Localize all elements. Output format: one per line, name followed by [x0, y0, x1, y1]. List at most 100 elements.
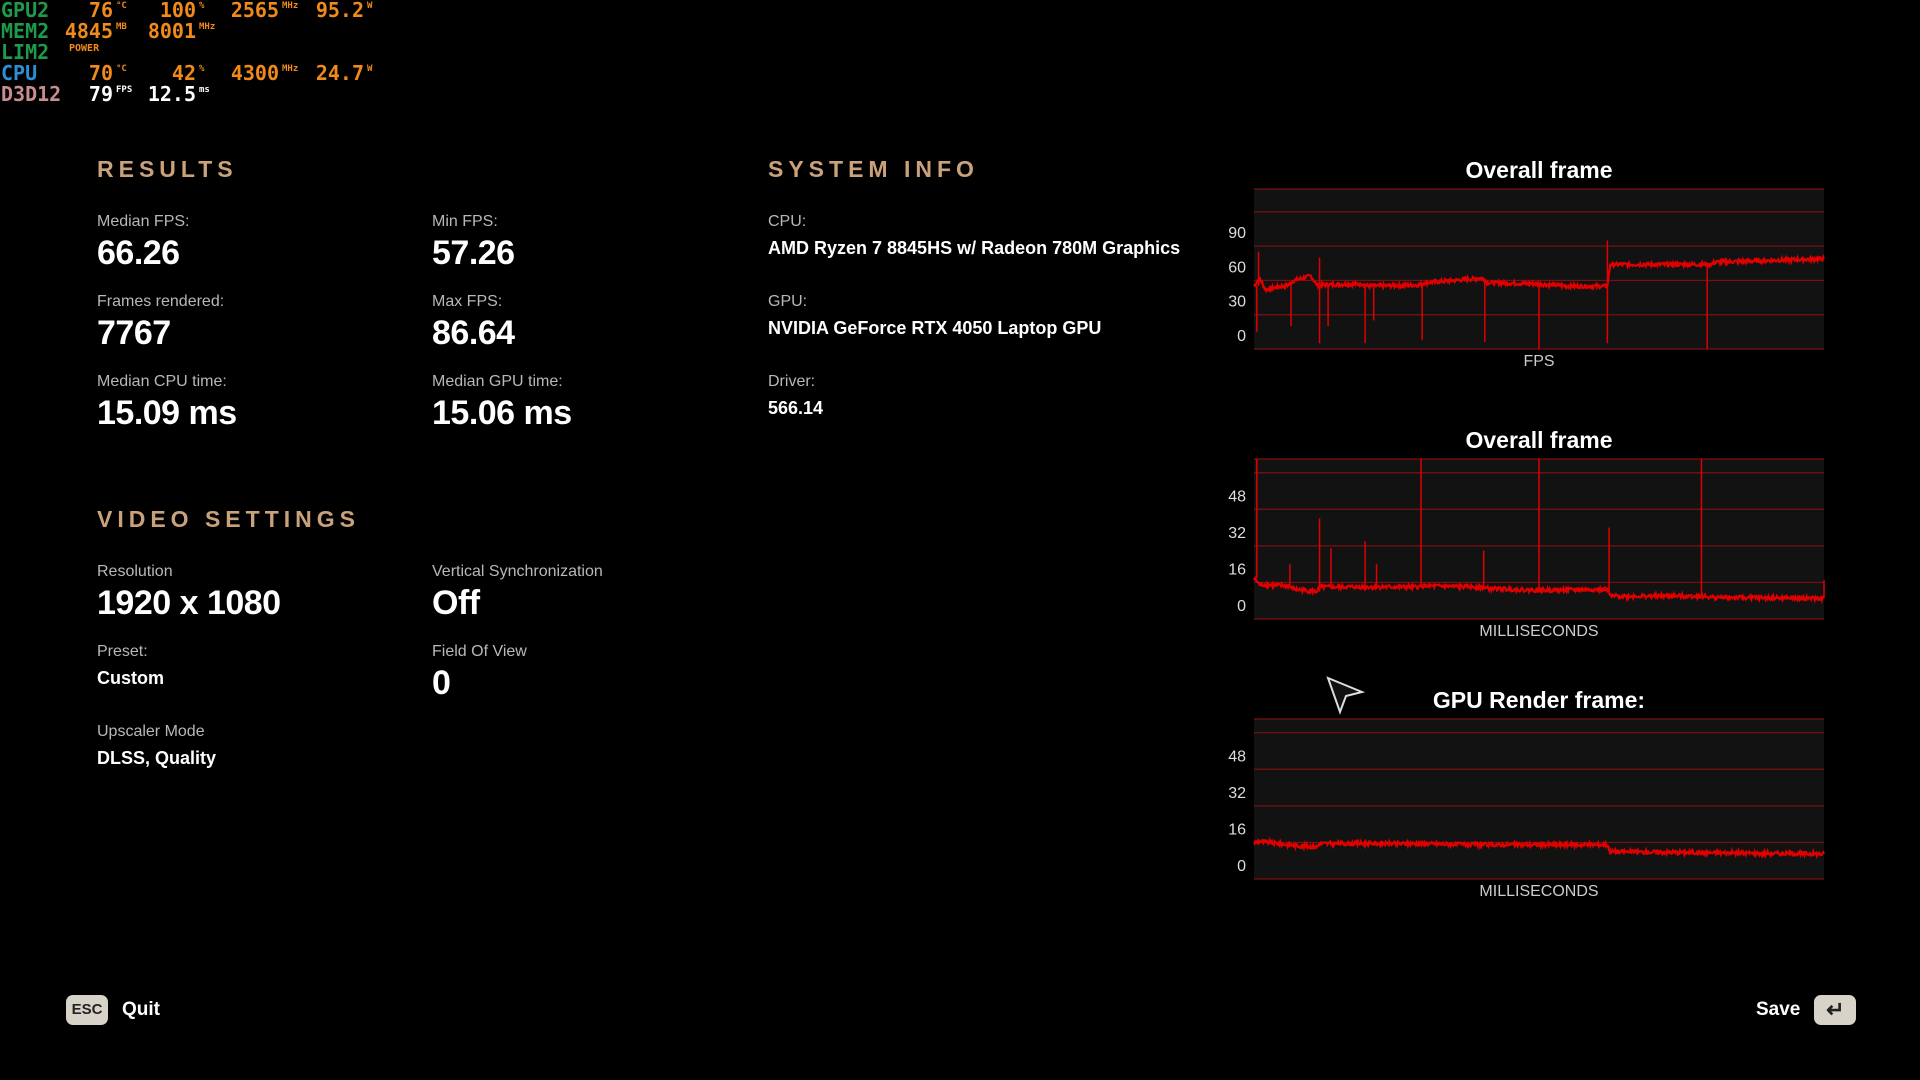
overlay-number: 24.7: [315, 61, 364, 85]
resolution-label: Resolution: [97, 563, 173, 580]
overlay-value: 76: [63, 0, 113, 21]
cpu-label: CPU:: [768, 213, 807, 230]
results-heading: RESULTS: [97, 156, 238, 182]
mouse-cursor-icon: [1326, 676, 1366, 715]
median-cpu-label: Median CPU time:: [97, 373, 227, 390]
overlay-row-label: D3D12: [1, 82, 62, 106]
overlay-number: 76: [88, 0, 113, 22]
overlay-number: POWER: [69, 43, 100, 54]
preset-value: Custom: [97, 668, 164, 688]
fov-value: 0: [432, 664, 451, 702]
median-fps-label: Median FPS:: [97, 213, 190, 230]
overlay-unit: W: [367, 64, 373, 74]
overlay-number: 12.5: [147, 82, 196, 106]
series-line: [1253, 575, 1826, 605]
overlay-number: 100: [159, 0, 196, 22]
preset-label: Preset:: [97, 643, 148, 660]
overlay-number: 70: [88, 61, 113, 85]
overlay-number: 4300: [230, 61, 279, 85]
frames-rendered-value: 7767: [97, 314, 171, 352]
video-settings-heading: VIDEO SETTINGS: [97, 506, 360, 532]
overlay-value: 70: [63, 63, 113, 84]
fps-chart: 0 30 60 90: [1228, 188, 1826, 350]
overlay-unit: °C: [116, 1, 127, 11]
median-fps-value: 66.26: [97, 234, 180, 272]
overlay-value: 2565: [229, 0, 279, 21]
y-tick-label: 60: [1228, 259, 1246, 276]
y-tick-label: 30: [1228, 294, 1246, 311]
overlay-value: 12.5: [146, 84, 196, 105]
gpu-label: GPU:: [768, 293, 808, 310]
overlay-row: D3D12 79 FPS 12.5 ms: [1, 84, 391, 105]
gpu-render-chart-title: GPU Render frame:: [1432, 687, 1646, 713]
y-tick-label: 48: [1228, 488, 1246, 505]
cpu-value: AMD Ryzen 7 8845HS w/ Radeon 780M Graphi…: [768, 238, 1181, 258]
overlay-value: 42: [146, 63, 196, 84]
y-tick-label: 16: [1228, 561, 1246, 578]
overlay-value: 79: [63, 84, 113, 105]
overlay-value: 4845: [63, 21, 113, 42]
overlay-value: POWER: [69, 42, 99, 56]
overlay-unit: ms: [199, 85, 210, 95]
overlay-unit: MHz: [282, 64, 299, 74]
overlay-number: 8001: [147, 19, 196, 43]
overlay-row: MEM2 4845 MB 8001 MHz: [1, 21, 391, 42]
overlay-number: 42: [171, 61, 196, 85]
overlay-row: CPU 70 °C 42% 4300 MHz 24.7 W: [1, 63, 391, 84]
overlay-unit: %: [199, 64, 205, 74]
median-gpu-value: 15.06 ms: [432, 394, 572, 432]
performance-overlay: GPU2 76 °C 100% 2565 MHz 95.2 W MEM2 4845 MB 8001 MH…: [1, 0, 391, 105]
fps-chart-xlabel: FPS: [1523, 353, 1555, 370]
gpu-render-chart: 0 16 32 48: [1228, 718, 1826, 880]
fps-chart-title: Overall frame: [1465, 157, 1613, 183]
overlay-value: 100: [146, 0, 196, 21]
frametime-chart-title: Overall frame: [1465, 427, 1613, 453]
y-tick-label: 16: [1228, 821, 1246, 838]
upscaler-label: Upscaler Mode: [97, 723, 205, 740]
y-tick-label: 48: [1228, 748, 1246, 765]
resolution-value: 1920 x 1080: [97, 584, 281, 622]
overlay-unit: MHz: [282, 1, 299, 11]
overlay-unit: W: [367, 1, 373, 11]
y-tick-label: 0: [1237, 328, 1246, 345]
y-tick-label: 32: [1228, 525, 1246, 542]
y-tick-label: 32: [1228, 785, 1246, 802]
overlay-row-label: LIM2: [1, 40, 50, 64]
gpu-render-chart-xlabel: MILLISECONDS: [1479, 883, 1599, 900]
enter-key-icon: ↵: [1814, 995, 1857, 1025]
overlay-unit: FPS: [116, 85, 133, 95]
overlay-number: 4845: [64, 19, 113, 43]
save-label: Save: [1756, 999, 1801, 1020]
overlay-unit: %: [199, 1, 205, 11]
overlay-number: 2565: [230, 0, 279, 22]
median-cpu-value: 15.09 ms: [97, 394, 237, 432]
esc-key-icon: ESC: [66, 995, 108, 1025]
frames-rendered-label: Frames rendered:: [97, 293, 225, 310]
max-fps-value: 86.64: [432, 314, 515, 352]
overlay-number: 95.2: [315, 0, 364, 22]
quit-label: Quit: [122, 999, 160, 1020]
y-tick-label: 90: [1228, 225, 1246, 242]
upscaler-value: DLSS, Quality: [97, 748, 217, 768]
frametime-chart: 0 16 32 48: [1228, 458, 1826, 620]
driver-label: Driver:: [768, 373, 816, 390]
overlay-row-label: MEM2: [1, 19, 50, 43]
quit-button[interactable]: ESC Quit: [66, 995, 160, 1025]
max-fps-label: Max FPS:: [432, 293, 503, 310]
overlay-unit: MB: [116, 22, 127, 32]
vsync-label: Vertical Synchronization: [432, 563, 603, 580]
vsync-value: Off: [432, 584, 480, 622]
fov-label: Field Of View: [432, 643, 527, 660]
y-tick-label: 0: [1237, 598, 1246, 615]
min-fps-value: 57.26: [432, 234, 515, 272]
driver-value: 566.14: [768, 398, 824, 418]
overlay-row-label: GPU2: [1, 0, 50, 22]
overlay-row: LIM2 POWER: [1, 42, 391, 63]
overlay-value: 95.2: [314, 0, 364, 21]
overlay-unit: MHz: [199, 22, 216, 32]
save-button[interactable]: Save ↵: [1756, 995, 1857, 1025]
overlay-value: 24.7: [314, 63, 364, 84]
overlay-row: GPU2 76 °C 100% 2565 MHz 95.2 W: [1, 0, 391, 21]
y-tick-label: 0: [1237, 858, 1246, 875]
overlay-value: 8001: [146, 21, 196, 42]
